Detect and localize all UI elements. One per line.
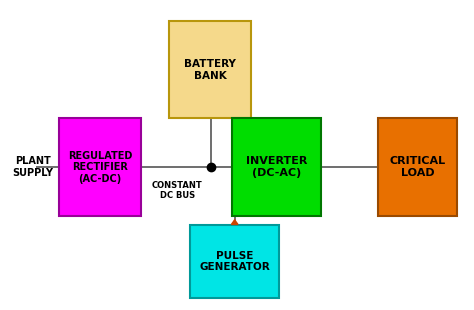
Text: PLANT
SUPPLY: PLANT SUPPLY [12,156,53,178]
FancyBboxPatch shape [190,225,279,298]
FancyBboxPatch shape [169,21,251,118]
Text: INVERTER
(DC-AC): INVERTER (DC-AC) [246,156,308,178]
FancyBboxPatch shape [232,118,321,216]
FancyBboxPatch shape [377,118,457,216]
Text: CONSTANT
DC BUS: CONSTANT DC BUS [152,181,202,200]
Text: REGULATED
RECTIFIER
(AC-DC): REGULATED RECTIFIER (AC-DC) [68,151,132,184]
Text: BATTERY
BANK: BATTERY BANK [184,59,236,81]
FancyBboxPatch shape [59,118,141,216]
Text: PULSE
GENERATOR: PULSE GENERATOR [199,251,270,272]
Text: CRITICAL
LOAD: CRITICAL LOAD [389,156,446,178]
